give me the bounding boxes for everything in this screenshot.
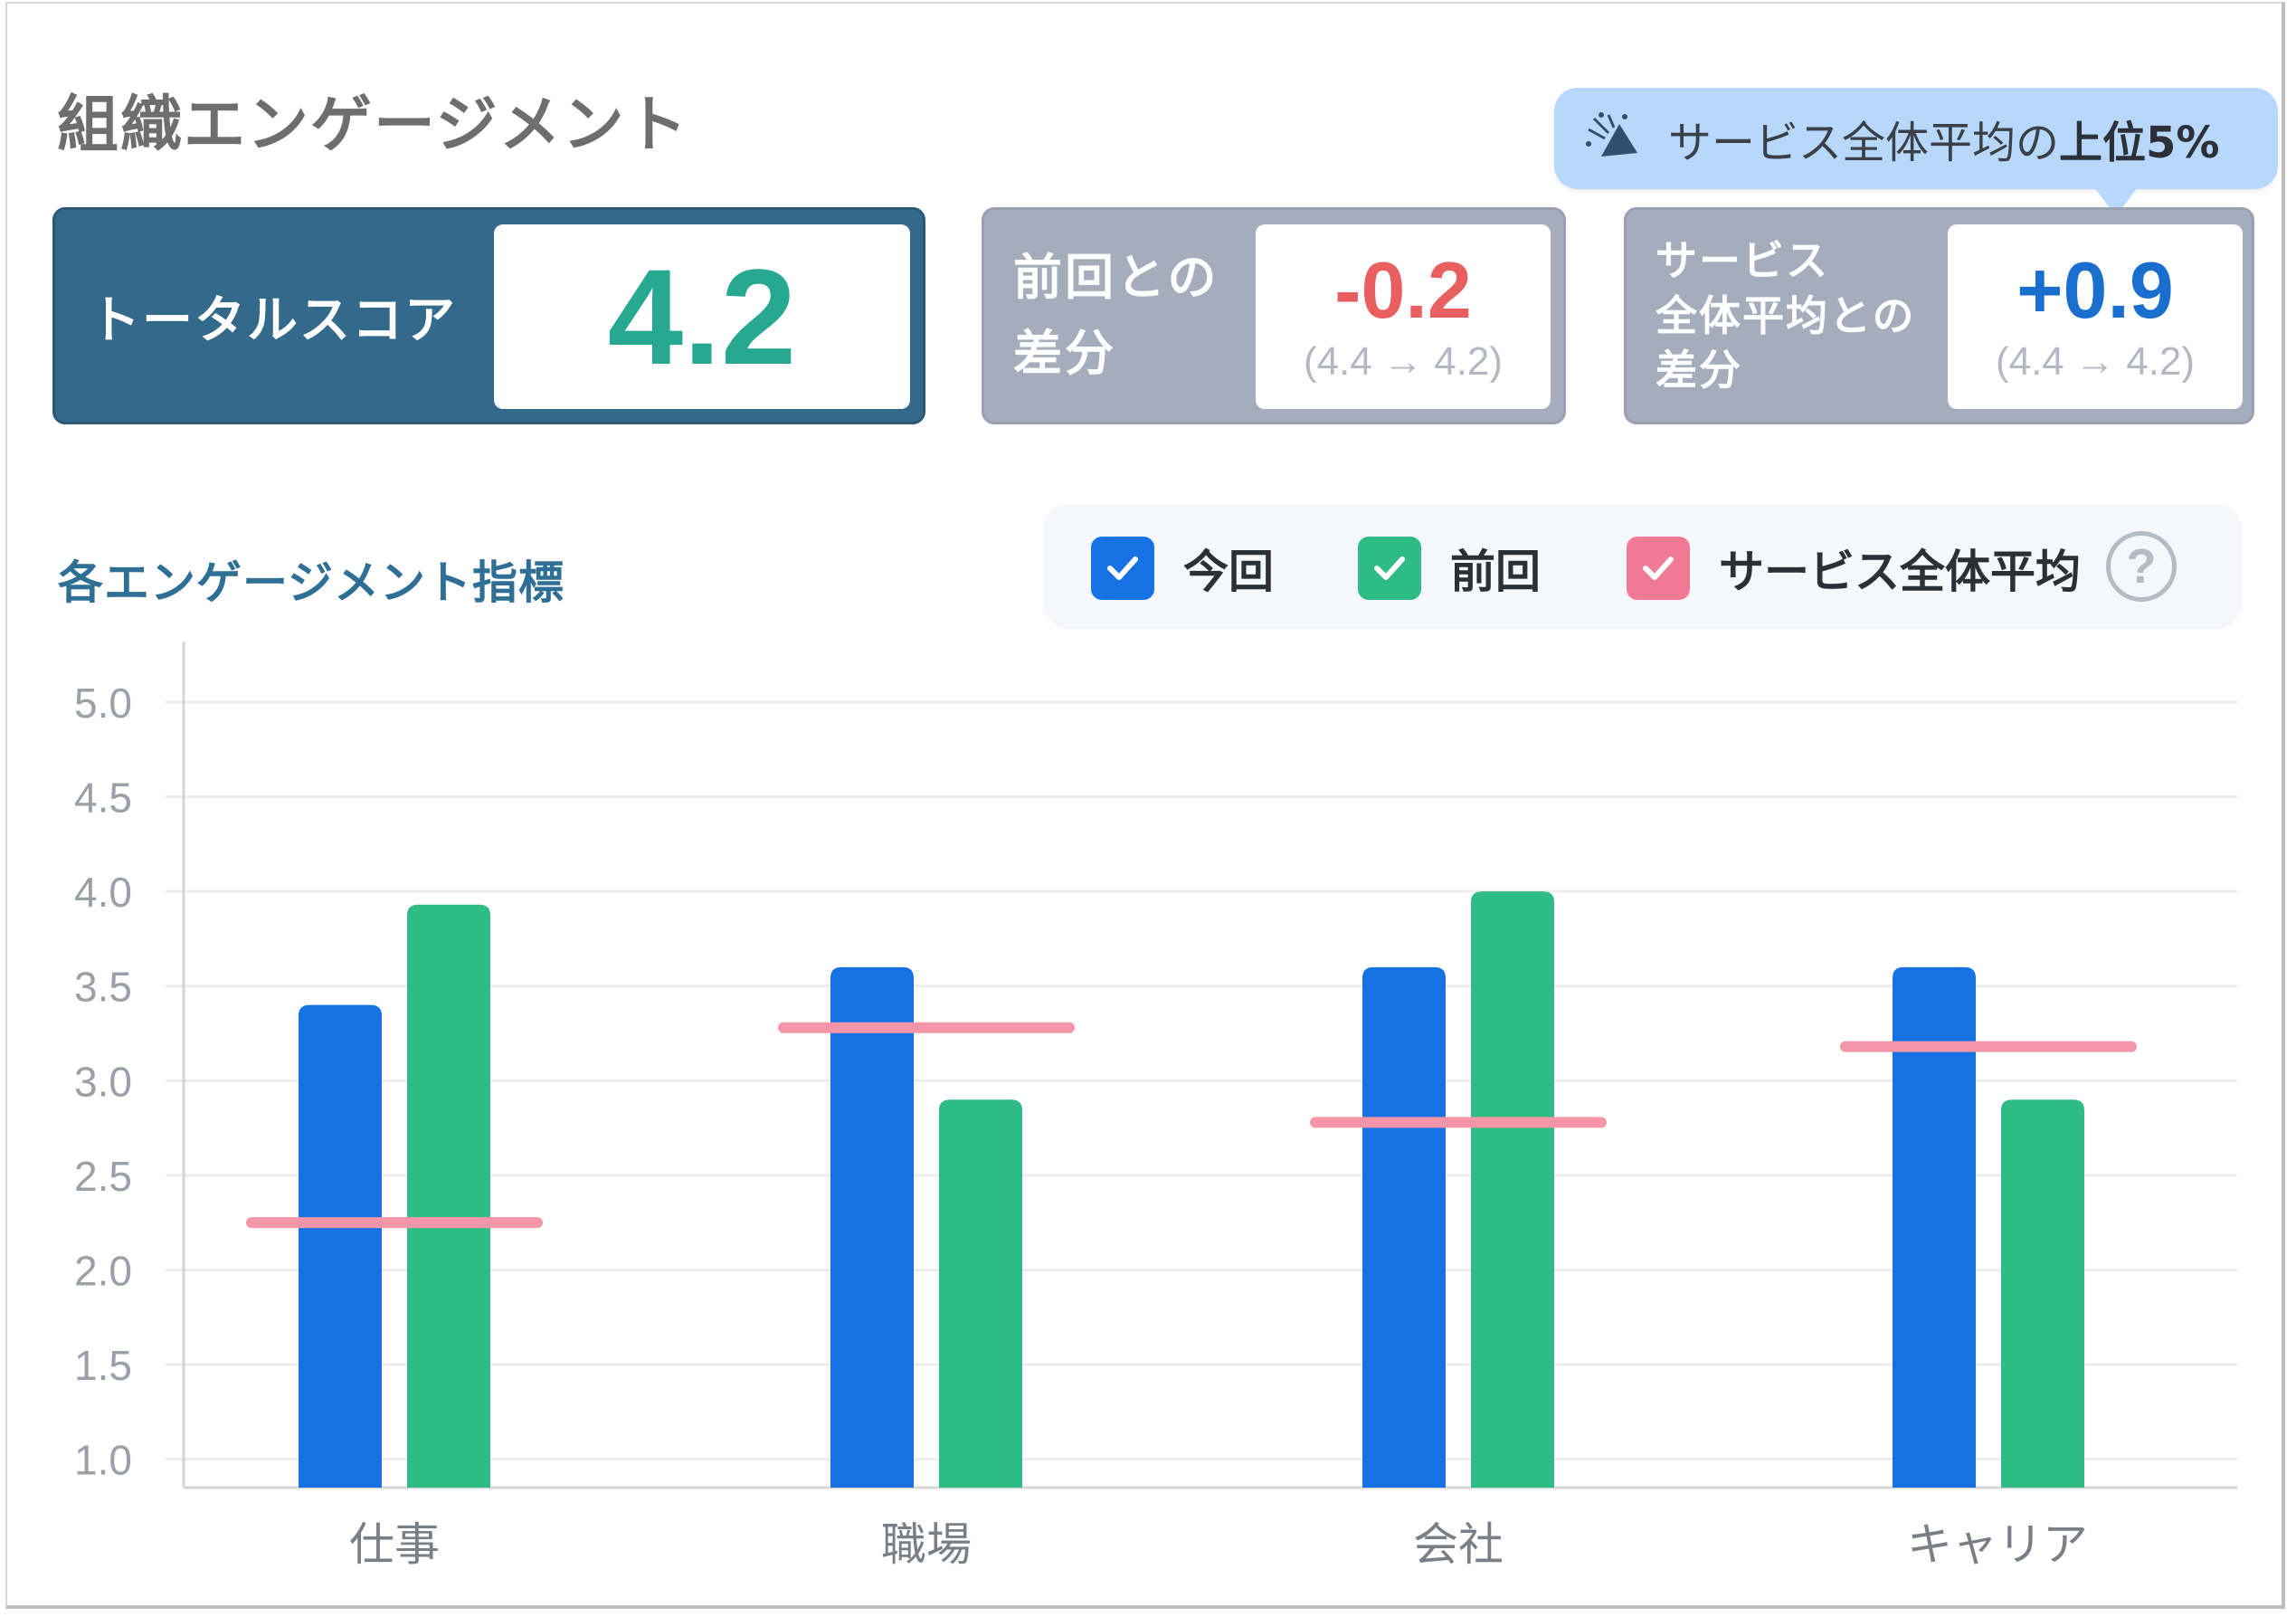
avg-diff-value-box: +0.9 (4.4 → 4.2) <box>1948 224 2243 409</box>
engagement-card: 組織エンゲージメント サービス全体平均の上位5% トータルスコア 4.2 前回と… <box>5 2 2285 1609</box>
bar-previous <box>1471 891 1554 1488</box>
avg-diff-label-line2: 全体平均との <box>1656 290 1916 340</box>
checkbox-current[interactable] <box>1091 537 1154 600</box>
bar-previous <box>407 904 490 1488</box>
x-category-label: 仕事 <box>349 1519 440 1570</box>
bar-current <box>1362 966 1446 1488</box>
check-icon <box>1643 556 1674 580</box>
y-tick-label: 4.0 <box>74 869 132 916</box>
y-tick-label: 2.5 <box>74 1153 132 1200</box>
total-score-label: トータルスコア <box>90 290 457 350</box>
badge-strong-text: 上位5% <box>2059 118 2220 168</box>
checkbox-service-average[interactable] <box>1627 537 1690 600</box>
y-tick-label: 1.5 <box>74 1342 132 1389</box>
prev-diff-box: 前回との 差分 -0.2 (4.4 → 4.2) <box>982 207 1566 424</box>
prev-diff-value-box: -0.2 (4.4 → 4.2) <box>1256 224 1551 409</box>
badge-text: サービス全体平均の <box>1668 118 2060 168</box>
y-tick-label: 1.0 <box>74 1437 132 1484</box>
chart-legend: 今回 前回 サービス全体平均 ? <box>1043 504 2242 629</box>
prev-diff-label: 前回との 差分 <box>1013 210 1219 422</box>
bar-current <box>299 1004 382 1488</box>
y-tick-label: 2.0 <box>74 1247 132 1294</box>
avg-diff-label-line1: サービス <box>1656 235 1829 285</box>
total-score-value: 4.2 <box>494 224 910 409</box>
legend-label-service-average: サービス全体平均 <box>1719 546 2081 598</box>
avg-diff-box: サービス 全体平均との 差分 +0.9 (4.4 → 4.2) <box>1624 207 2254 424</box>
avg-diff-value: +0.9 <box>2016 244 2174 335</box>
section-title: 各エンゲージメント指標 <box>58 556 565 609</box>
prev-diff-label-line1: 前回との <box>1013 249 1219 307</box>
checkbox-previous[interactable] <box>1358 537 1421 600</box>
legend-toggle-current[interactable]: 今回 <box>1091 536 1274 601</box>
x-category-label: キャリア <box>1907 1519 2088 1570</box>
prev-diff-sub: (4.4 → 4.2) <box>1303 339 1504 385</box>
card-title: 組織エンゲージメント <box>57 90 689 161</box>
prev-diff-value: -0.2 <box>1334 244 1472 335</box>
avg-diff-label: サービス 全体平均との 差分 <box>1656 210 1916 422</box>
x-category-label: 職場 <box>881 1519 972 1570</box>
question-circle-icon[interactable]: ? <box>2106 531 2177 602</box>
x-category-label: 会社 <box>1413 1519 1504 1570</box>
avg-diff-label-line3: 差分 <box>1656 346 1742 395</box>
y-tick-label: 3.5 <box>74 964 132 1011</box>
top-percent-badge: サービス全体平均の上位5% <box>1554 88 2278 216</box>
legend-toggle-service-average[interactable]: サービス全体平均 <box>1627 536 2081 601</box>
y-tick-label: 5.0 <box>74 680 132 727</box>
engagement-bar-chart: 1.0 1.5 2.0 2.5 3.0 3.5 4.0 4.5 5.0 仕事 職場 会社 キャリア <box>74 642 2237 1570</box>
check-icon <box>1374 556 1405 580</box>
prev-diff-label-line2: 差分 <box>1013 325 1116 382</box>
bar-previous <box>2001 1099 2084 1488</box>
y-tick-label: 4.5 <box>74 775 132 822</box>
bar-current <box>830 966 914 1488</box>
party-popper-icon <box>1586 112 1637 157</box>
y-tick-label: 3.0 <box>74 1058 132 1105</box>
check-icon <box>1107 556 1138 580</box>
total-score-box: トータルスコア 4.2 <box>52 207 925 424</box>
legend-label-previous: 前回 <box>1450 546 1541 598</box>
bar-current <box>1893 966 1976 1488</box>
bar-previous <box>939 1099 1022 1488</box>
avg-diff-sub: (4.4 → 4.2) <box>1995 339 2196 385</box>
legend-toggle-previous[interactable]: 前回 <box>1358 536 1541 601</box>
legend-label-current: 今回 <box>1183 546 1274 598</box>
